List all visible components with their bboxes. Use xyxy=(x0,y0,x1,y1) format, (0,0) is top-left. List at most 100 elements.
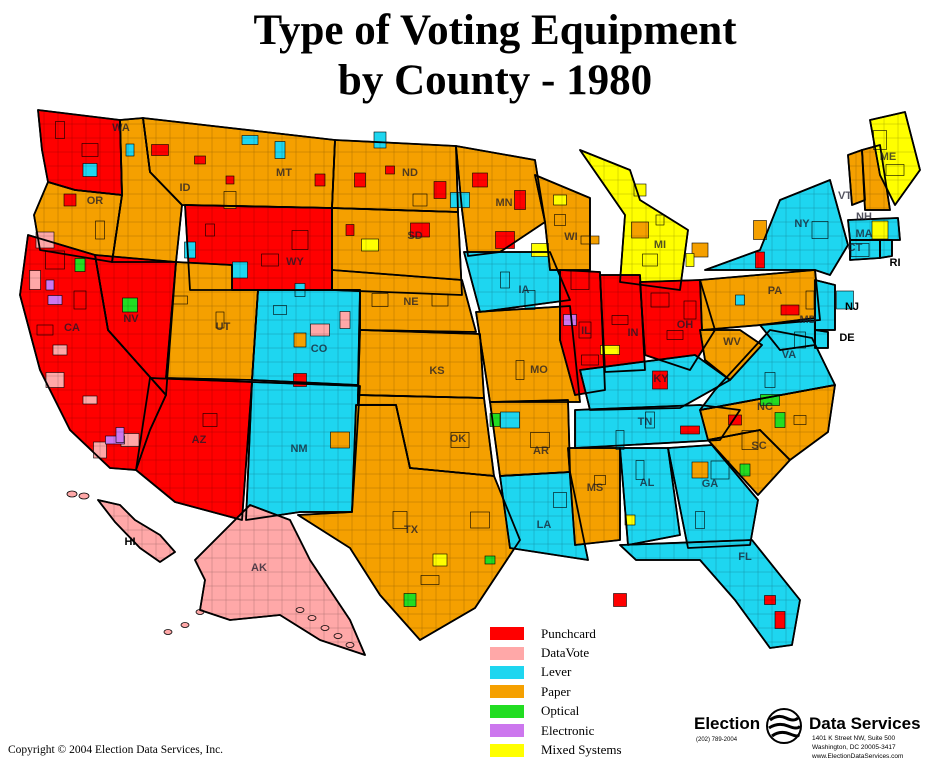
county-patch xyxy=(515,360,525,380)
state-border-la xyxy=(499,471,589,561)
state-border-ky xyxy=(579,354,731,411)
county-patch xyxy=(695,511,705,529)
state-label-ma: MA xyxy=(855,228,872,240)
legend-item-paper: Paper xyxy=(490,682,622,701)
legend-item-optical: Optical xyxy=(490,702,622,721)
copyright-notice: Copyright © 2004 Election Data Services,… xyxy=(8,744,224,756)
state-label-ms: MS xyxy=(587,482,604,494)
legend-label: Electronic xyxy=(541,722,595,738)
state-label-wi: WI xyxy=(564,231,577,243)
state-label-mt: MT xyxy=(276,167,292,179)
state-label-co: CO xyxy=(311,343,328,355)
county-patch xyxy=(392,511,408,529)
county-patch xyxy=(691,242,709,258)
county-patch xyxy=(55,121,65,139)
county-patch xyxy=(125,143,135,157)
state-border-mi xyxy=(579,149,689,291)
legend-item-lever: Lever xyxy=(490,663,622,682)
state-label-ny: NY xyxy=(794,218,810,230)
county-patch xyxy=(710,460,730,480)
state-label-wa: WA xyxy=(112,122,130,134)
state-label-tx: TX xyxy=(404,524,419,536)
county-patch xyxy=(241,135,259,145)
legend-label: Optical xyxy=(541,703,580,719)
county-patch xyxy=(581,354,599,366)
state-label-nc: NC xyxy=(757,401,773,413)
state-label-la: LA xyxy=(537,519,552,531)
island-shape xyxy=(307,615,317,621)
state-border-ma xyxy=(847,217,901,241)
county-patch xyxy=(63,193,77,207)
county-patch xyxy=(431,293,449,307)
state-border-ms xyxy=(567,447,621,546)
county-patch xyxy=(225,175,235,185)
county-patch xyxy=(361,238,379,252)
county-patch xyxy=(45,279,55,291)
county-patch xyxy=(739,463,751,477)
logo-website: www.ElectionDataServices.com xyxy=(812,753,904,760)
state-hi xyxy=(97,499,176,563)
county-patch xyxy=(314,173,326,187)
state-label-mn: MN xyxy=(495,197,512,209)
state-border-az xyxy=(135,377,253,521)
legend-swatch xyxy=(490,743,524,757)
state-label-nm: NM xyxy=(290,443,307,455)
state-label-az: AZ xyxy=(192,434,207,446)
county-patch xyxy=(291,230,309,250)
us-county-map: WA OR ID MT WY NV UT CO AZ NM ND SD NE KS OK TX MN IA MO AR… xyxy=(19,109,921,656)
logo-address-line-1: 1401 K Street NW, Suite 500 xyxy=(812,735,896,742)
county-patch xyxy=(680,425,700,435)
county-patch xyxy=(871,220,889,240)
county-patch xyxy=(885,164,905,176)
county-patch xyxy=(82,163,98,177)
state-label-ar: AR xyxy=(533,445,549,457)
state-label-sd: SD xyxy=(407,230,422,242)
state-label-ak: AK xyxy=(251,562,267,574)
state-border-il xyxy=(559,269,606,396)
county-patch xyxy=(514,190,526,210)
county-patch xyxy=(95,220,105,240)
state-border-al xyxy=(619,447,681,546)
county-patch xyxy=(666,330,684,340)
state-border-ak xyxy=(194,504,366,656)
state-label-vt: VT xyxy=(838,190,852,202)
county-patch xyxy=(553,194,567,206)
title-line-1: Type of Voting Equipment xyxy=(253,7,737,54)
state-border-tn xyxy=(574,404,741,449)
legend-swatch xyxy=(490,685,524,699)
county-patch xyxy=(29,270,41,290)
county-patch xyxy=(495,231,515,249)
county-patch xyxy=(635,460,645,480)
state-border-sd xyxy=(331,207,463,296)
county-patch xyxy=(655,214,665,226)
county-patch xyxy=(354,172,366,188)
county-patch xyxy=(500,271,510,289)
county-patch xyxy=(780,304,800,316)
legend-label: DataVote xyxy=(541,645,590,661)
state-label-in: IN xyxy=(628,327,639,339)
county-patch xyxy=(554,214,566,226)
county-patch xyxy=(774,412,786,428)
state-label-ks: KS xyxy=(429,365,444,377)
legend-swatch xyxy=(490,646,524,660)
county-patch xyxy=(600,345,620,355)
county-patch xyxy=(631,221,649,239)
state-label-mi: MI xyxy=(654,239,666,251)
state-border-ca xyxy=(19,234,167,471)
county-patch xyxy=(215,311,225,329)
state-label-ca: CA xyxy=(64,322,80,334)
state-border-ri xyxy=(879,239,893,259)
state-border-mo xyxy=(475,305,581,403)
election-data-services-logo: Election (202) 789-2004 Data Services 14… xyxy=(694,704,922,774)
county-patch xyxy=(81,143,99,157)
state-label-tn: TN xyxy=(638,416,653,428)
county-patch xyxy=(47,295,63,305)
county-patch xyxy=(753,220,767,240)
state-shapes xyxy=(19,109,921,656)
county-patch xyxy=(194,155,206,165)
county-patch xyxy=(489,413,501,427)
state-label-pa: PA xyxy=(768,285,783,297)
county-patch xyxy=(122,297,138,313)
county-patch xyxy=(420,575,440,585)
county-patch xyxy=(500,411,520,429)
